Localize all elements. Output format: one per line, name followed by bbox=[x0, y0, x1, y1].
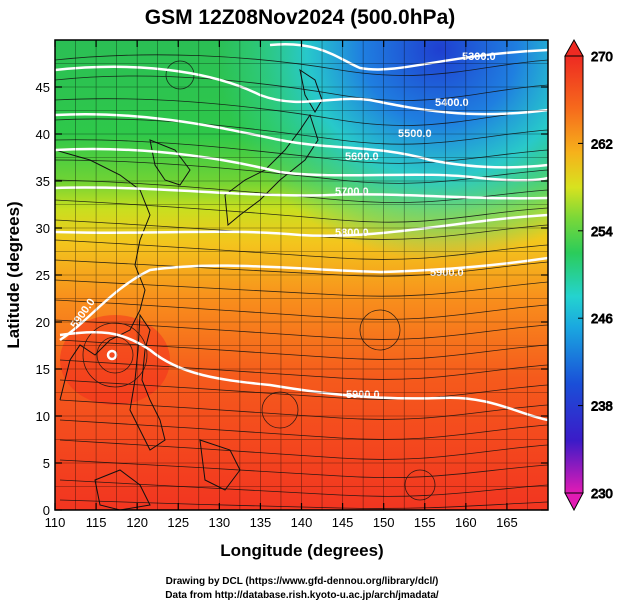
y-tick-label: 30 bbox=[36, 221, 50, 236]
colorbar: 270 262 254 246 238 230 bbox=[564, 38, 613, 512]
x-tick-labels: 110 115 120 125 130 135 140 145 150 155 160 165 bbox=[45, 515, 518, 530]
y-axis-title: Latitude (degrees) bbox=[4, 201, 23, 348]
colorbar-tick-label: 254 bbox=[591, 224, 613, 239]
y-tick-label: 20 bbox=[36, 315, 50, 330]
x-tick-label: 155 bbox=[414, 515, 436, 530]
y-tick-label: 40 bbox=[36, 127, 50, 142]
credit-data: Data from http://database.rish.kyoto-u.a… bbox=[165, 590, 439, 601]
colorbar-tick-label: 262 bbox=[591, 136, 613, 151]
colorbar-tick-label: 230 bbox=[591, 486, 613, 501]
colorbar-bottom-arrow bbox=[564, 492, 584, 512]
x-tick-label: 165 bbox=[496, 515, 518, 530]
colorbar-tick-label: 270 bbox=[591, 49, 613, 64]
y-tick-label: 15 bbox=[36, 362, 50, 377]
x-tick-label: 160 bbox=[455, 515, 477, 530]
contour-label: 5400.0 bbox=[435, 97, 469, 109]
y-tick-labels: 0 5 10 15 20 25 30 35 40 45 bbox=[36, 80, 50, 518]
colorbar-tick-label: 246 bbox=[591, 311, 613, 326]
x-tick-label: 130 bbox=[208, 515, 230, 530]
x-tick-label: 125 bbox=[167, 515, 189, 530]
axis-ticks bbox=[54, 40, 548, 511]
x-tick-label: 145 bbox=[332, 515, 354, 530]
y-tick-label: 10 bbox=[36, 409, 50, 424]
colorbar-scale bbox=[564, 55, 584, 494]
contour-label: 5900.0 bbox=[430, 267, 464, 279]
x-tick-label: 140 bbox=[291, 515, 313, 530]
x-tick-label: 115 bbox=[86, 515, 107, 530]
y-tick-label: 0 bbox=[43, 503, 50, 518]
y-tick-label: 25 bbox=[36, 268, 50, 283]
contour-label: 5600.0 bbox=[345, 151, 379, 163]
y-tick-label: 35 bbox=[36, 174, 50, 189]
y-tick-label: 45 bbox=[36, 80, 50, 95]
x-axis-title: Longitude (degrees) bbox=[220, 541, 383, 560]
colorbar-tick-label: 238 bbox=[591, 399, 613, 414]
x-tick-label: 110 bbox=[45, 515, 66, 530]
contour-label: 5700.0 bbox=[335, 186, 369, 198]
chart-title: GSM 12Z08Nov2024 (500.0hPa) bbox=[145, 6, 456, 29]
contour-label: 5300.0 bbox=[462, 51, 496, 63]
y-tick-label: 5 bbox=[43, 456, 50, 471]
x-tick-label: 120 bbox=[126, 515, 148, 530]
credit-drawing: Drawing by DCL (https://www.gfd-dennou.o… bbox=[166, 576, 439, 587]
x-tick-label: 150 bbox=[373, 515, 395, 530]
colorbar-top-arrow bbox=[564, 38, 584, 57]
contour-label: 5800.0 bbox=[335, 227, 369, 239]
x-tick-label: 135 bbox=[250, 515, 272, 530]
graticule bbox=[54, 39, 549, 511]
